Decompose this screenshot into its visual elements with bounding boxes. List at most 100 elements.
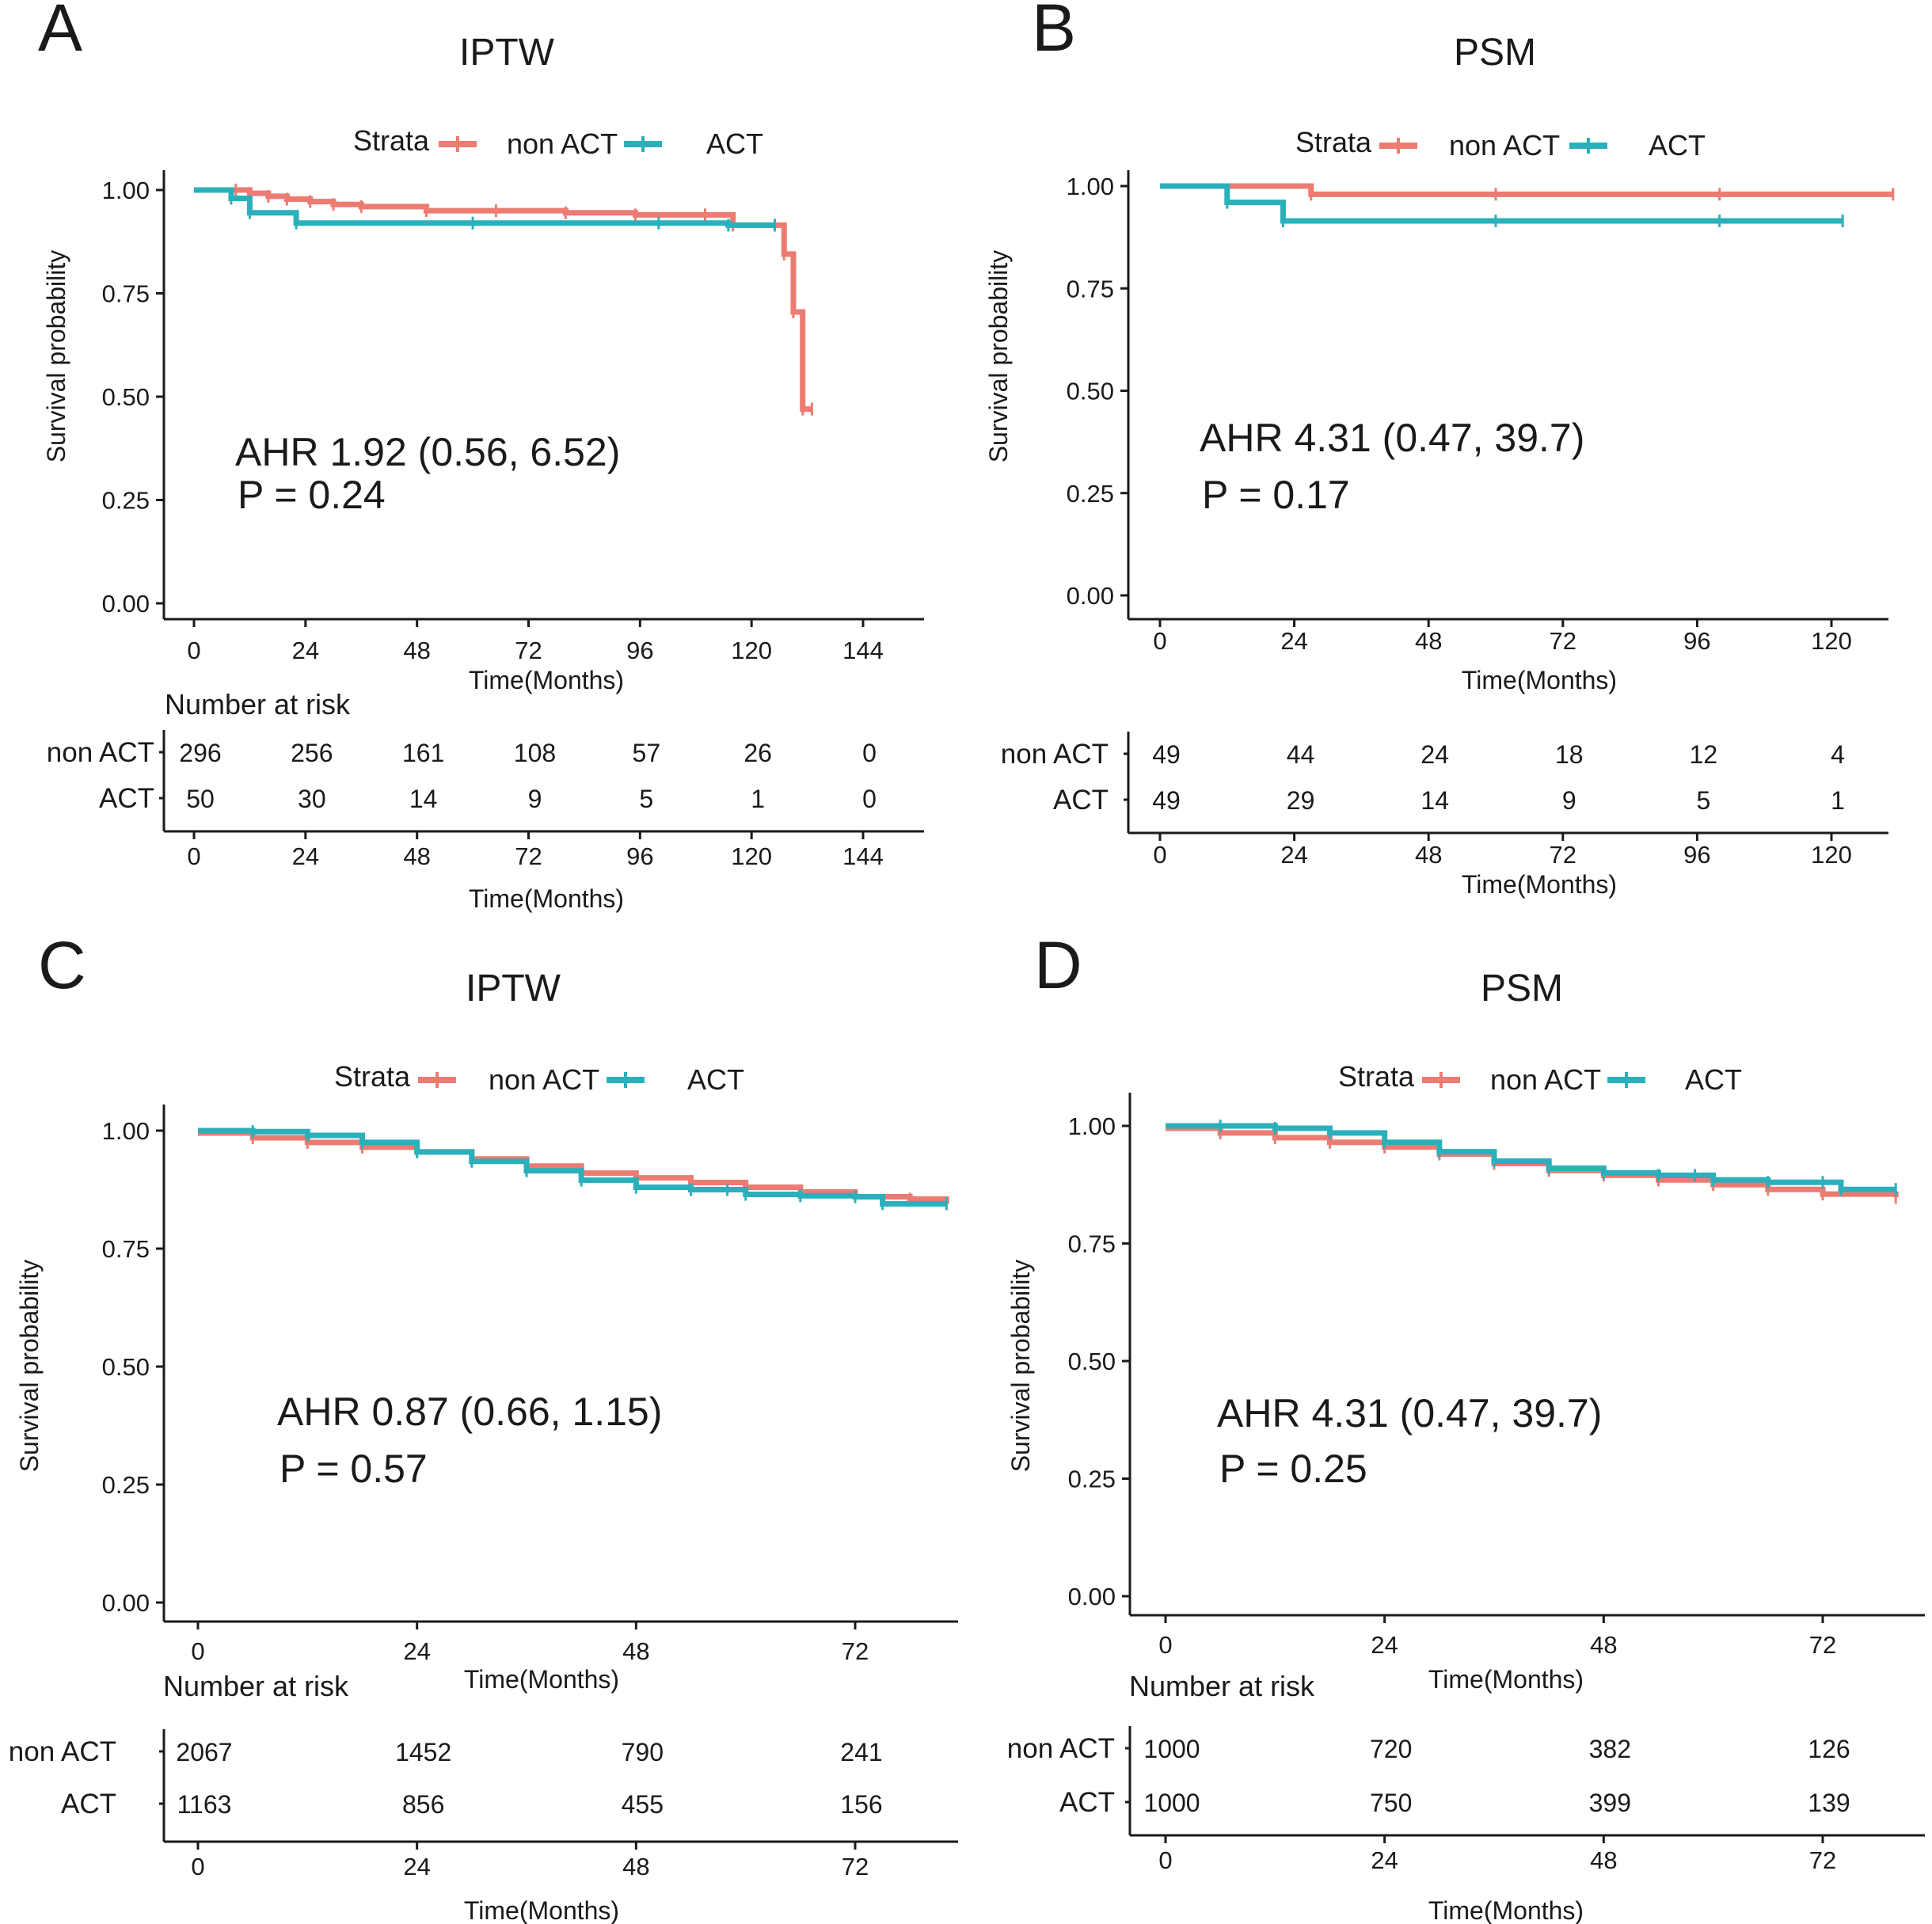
risk-cell: 1000	[1143, 1789, 1200, 1817]
legend-label-non-act: non ACT	[1449, 129, 1560, 162]
risk-x-tick-label: 24	[1280, 841, 1307, 869]
x-tick-label: 72	[842, 1637, 869, 1665]
panel-letter: D	[1034, 928, 1082, 1002]
legend-label-act: ACT	[687, 1063, 744, 1096]
x-tick-label: 120	[1811, 627, 1852, 655]
risk-x-tick-label: 72	[842, 1853, 869, 1880]
risk-cell: 50	[186, 785, 215, 813]
x-axis-title: Time(Months)	[1428, 1665, 1584, 1694]
x-tick-label: 0	[187, 637, 200, 664]
legend-label-act: ACT	[706, 127, 763, 160]
risk-cell: 14	[1420, 786, 1449, 815]
risk-x-tick-label: 144	[842, 842, 884, 870]
hazard-ratio-annotation: AHR 4.31 (0.47, 39.7)	[1200, 416, 1584, 460]
x-tick-label: 48	[1590, 1631, 1617, 1659]
risk-x-axis-title: Time(Months)	[1462, 870, 1617, 899]
x-tick-label: 96	[626, 637, 653, 664]
risk-cell: 44	[1287, 740, 1315, 769]
p-value-annotation: P = 0.57	[280, 1447, 428, 1491]
legend-label-act: ACT	[1649, 129, 1706, 162]
panel-letter: A	[38, 0, 82, 65]
x-tick-label: 72	[515, 637, 542, 664]
legend: Strata non ACT ACT	[353, 124, 763, 160]
x-tick-label: 24	[1371, 1631, 1398, 1659]
legend-title: Strata	[334, 1060, 411, 1093]
y-tick-label: 0.00	[1067, 582, 1114, 610]
y-tick-label: 0.00	[102, 590, 150, 618]
risk-x-tick-label: 48	[622, 1853, 649, 1880]
panel-title: IPTW	[459, 32, 555, 74]
risk-x-tick-label: 120	[1811, 841, 1852, 869]
y-tick-label: 0.50	[1068, 1348, 1116, 1375]
risk-cell: 161	[402, 739, 444, 767]
risk-x-tick-label: 48	[1415, 841, 1442, 869]
risk-strata-label: non ACT	[9, 1736, 116, 1767]
y-tick-label: 0.25	[1067, 480, 1114, 508]
risk-cell: 126	[1808, 1735, 1850, 1763]
risk-x-tick-label: 0	[187, 842, 200, 870]
risk-cell: 49	[1152, 786, 1181, 815]
risk-cell: 29	[1287, 786, 1315, 815]
risk-table: Number at risk non ACT 2067 1452 790 241 ACT 11…	[9, 1670, 958, 1924]
y-tick-label: 0.00	[102, 1589, 150, 1617]
x-axis-title: Time(Months)	[1462, 666, 1617, 694]
legend-label-non-act: non ACT	[489, 1063, 599, 1096]
risk-cell: 1000	[1143, 1735, 1200, 1763]
risk-x-tick-label: 120	[731, 842, 772, 870]
risk-cell: 139	[1808, 1789, 1850, 1817]
risk-cell: 4	[1831, 740, 1845, 769]
risk-strata-label: non ACT	[1001, 739, 1109, 770]
risk-cell: 57	[633, 739, 661, 767]
y-tick-label: 1.00	[1067, 173, 1114, 200]
y-tick-label: 1.00	[102, 1117, 150, 1145]
y-tick-label: 0.75	[1067, 275, 1114, 302]
series-non-act	[1160, 183, 1895, 201]
legend-title: Strata	[353, 124, 430, 157]
risk-x-tick-label: 48	[403, 842, 430, 870]
x-tick-label: 0	[191, 1637, 204, 1665]
x-tick-label: 72	[1550, 627, 1576, 655]
x-tick-label: 144	[842, 637, 884, 664]
x-tick-label: 24	[403, 1637, 430, 1665]
panel-title: PSM	[1454, 32, 1536, 74]
hazard-ratio-annotation: AHR 4.31 (0.47, 39.7)	[1217, 1391, 1602, 1435]
risk-x-tick-label: 24	[1371, 1846, 1398, 1874]
risk-cell: 1	[751, 785, 765, 813]
y-tick-label: 0.25	[1068, 1466, 1116, 1493]
risk-cell: 26	[744, 739, 772, 767]
series-act	[1166, 1120, 1897, 1196]
x-tick-label: 0	[1153, 627, 1166, 655]
risk-x-tick-label: 24	[403, 1853, 430, 1880]
panel-d: D PSM Strata non ACT ACT 0.00 0.25 0.50 0.75 1.00…	[1006, 928, 1925, 1924]
legend: Strata non ACT ACT	[334, 1060, 744, 1096]
legend-title: Strata	[1295, 126, 1372, 158]
y-tick-label: 0.75	[1068, 1230, 1116, 1258]
legend-label-act: ACT	[1685, 1063, 1742, 1096]
risk-cell: 241	[840, 1738, 882, 1766]
risk-strata-label: non ACT	[1007, 1733, 1115, 1764]
y-axis-title: Survival probability	[1006, 1260, 1035, 1473]
panel-a: A IPTW Strata non ACT ACT 0.00 0.25 0.50 0.75 1.0…	[38, 0, 924, 913]
risk-cell: 49	[1152, 740, 1181, 769]
risk-table-title: Number at risk	[165, 688, 351, 721]
risk-cell: 1	[1831, 786, 1845, 815]
x-tick-label: 24	[292, 637, 319, 664]
panel-title: IPTW	[466, 968, 561, 1010]
risk-x-tick-label: 72	[515, 842, 542, 870]
risk-strata-label: ACT	[1059, 1787, 1115, 1818]
risk-cell: 18	[1555, 740, 1584, 769]
risk-cell: 156	[840, 1790, 882, 1819]
panel-letter: C	[38, 928, 86, 1002]
risk-cell: 2067	[176, 1738, 232, 1766]
risk-x-tick-label: 48	[1590, 1846, 1617, 1874]
risk-cell: 1163	[177, 1790, 232, 1819]
risk-cell: 5	[639, 785, 653, 813]
legend-label-non-act: non ACT	[1490, 1063, 1601, 1096]
risk-cell: 382	[1589, 1735, 1631, 1763]
x-tick-label: 48	[622, 1637, 649, 1665]
panel-title: PSM	[1481, 968, 1563, 1010]
legend-title: Strata	[1338, 1060, 1415, 1093]
risk-x-tick-label: 96	[1683, 841, 1710, 869]
risk-cell: 24	[1420, 740, 1449, 769]
panel-letter: B	[1032, 0, 1076, 65]
